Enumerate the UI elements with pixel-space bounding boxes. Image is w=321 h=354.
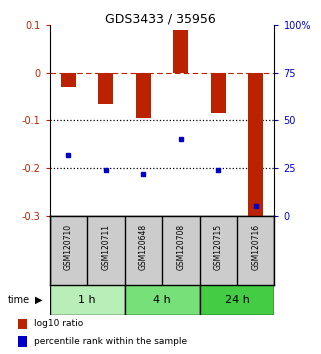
Bar — [50, 285, 125, 315]
Text: GSM120708: GSM120708 — [176, 224, 185, 270]
Text: log10 ratio: log10 ratio — [34, 319, 83, 329]
Text: 4 h: 4 h — [153, 295, 171, 305]
Bar — [248, 73, 263, 218]
Bar — [211, 73, 226, 113]
Text: 24 h: 24 h — [225, 295, 249, 305]
Bar — [200, 285, 274, 315]
Text: 1 h: 1 h — [78, 295, 96, 305]
Text: ▶: ▶ — [35, 295, 43, 305]
Text: time: time — [8, 295, 30, 305]
Bar — [61, 73, 76, 87]
Text: GSM120711: GSM120711 — [101, 224, 110, 270]
Bar — [99, 73, 113, 104]
Text: GSM120710: GSM120710 — [64, 224, 73, 270]
Text: GSM120648: GSM120648 — [139, 224, 148, 270]
Bar — [18, 336, 27, 347]
Text: GDS3433 / 35956: GDS3433 / 35956 — [105, 12, 216, 25]
Bar — [136, 73, 151, 118]
Text: percentile rank within the sample: percentile rank within the sample — [34, 337, 187, 346]
Bar — [173, 29, 188, 73]
Bar — [18, 319, 27, 329]
Text: GSM120715: GSM120715 — [214, 224, 223, 270]
Text: GSM120716: GSM120716 — [251, 224, 260, 270]
Bar — [125, 285, 200, 315]
